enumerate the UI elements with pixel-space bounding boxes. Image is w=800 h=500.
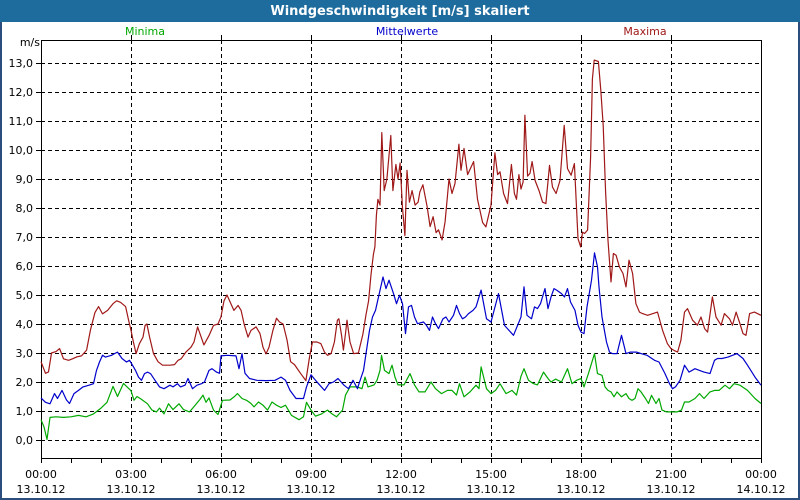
x-time-label-24: 00:00 [745,468,777,481]
y-tick-label-3,0: 3,0 [16,347,34,360]
series-line-mittelwerte [40,252,762,405]
x-date-label-6: 13.10.12 [197,483,246,496]
x-time-label-21: 21:00 [655,468,687,481]
window-border-right [798,22,800,500]
x-date-label-21: 13.10.12 [647,483,696,496]
x-date-label-15: 13.10.12 [467,483,516,496]
y-tick-label-0,0: 0,0 [16,434,34,447]
window-border-left [0,22,2,500]
y-tick-label-13,0: 13,0 [9,57,34,70]
window-border-bottom [0,498,800,500]
legend-label-mittelwerte: Mittelwerte [375,25,439,38]
legend-label-maxima: Maxima [623,25,667,38]
y-tick-label-1,0: 1,0 [16,405,34,418]
x-date-label-3: 13.10.12 [107,483,156,496]
x-time-label-15: 15:00 [475,468,507,481]
y-tick-label-4,0: 4,0 [16,318,34,331]
legend-label-minima: Minima [124,25,166,38]
y-tick-label-8,0: 8,0 [16,202,34,215]
page-title: Windgeschwindigkeit [m/s] skaliert [270,3,530,19]
y-tick-label-10,0: 10,0 [9,144,34,157]
series-line-maxima [40,59,762,382]
title-bar: Windgeschwindigkeit [m/s] skaliert [0,0,800,22]
x-time-label-18: 18:00 [565,468,597,481]
x-date-label-24: 14.10.12 [737,483,786,496]
x-time-label-9: 09:00 [295,468,327,481]
y-tick-label-11,0: 11,0 [9,115,34,128]
y-tick-label-5,0: 5,0 [16,289,34,302]
y-tick-label-6,0: 6,0 [16,260,34,273]
y-tick-label-12,0: 12,0 [9,86,34,99]
x-time-label-0: 00:00 [25,468,57,481]
x-date-label-12: 13.10.12 [377,483,426,496]
y-axis-unit-label: m/s [19,36,40,49]
x-date-label-9: 13.10.12 [287,483,336,496]
y-tick-label-7,0: 7,0 [16,231,34,244]
x-time-label-6: 06:00 [205,468,237,481]
y-tick-label-9,0: 9,0 [16,173,34,186]
series-line-minima [40,353,762,440]
y-tick-label-2,0: 2,0 [16,376,34,389]
x-time-label-3: 03:00 [115,468,147,481]
x-time-label-12: 12:00 [385,468,417,481]
x-date-label-18: 13.10.12 [557,483,606,496]
x-date-label-0: 13.10.12 [17,483,66,496]
